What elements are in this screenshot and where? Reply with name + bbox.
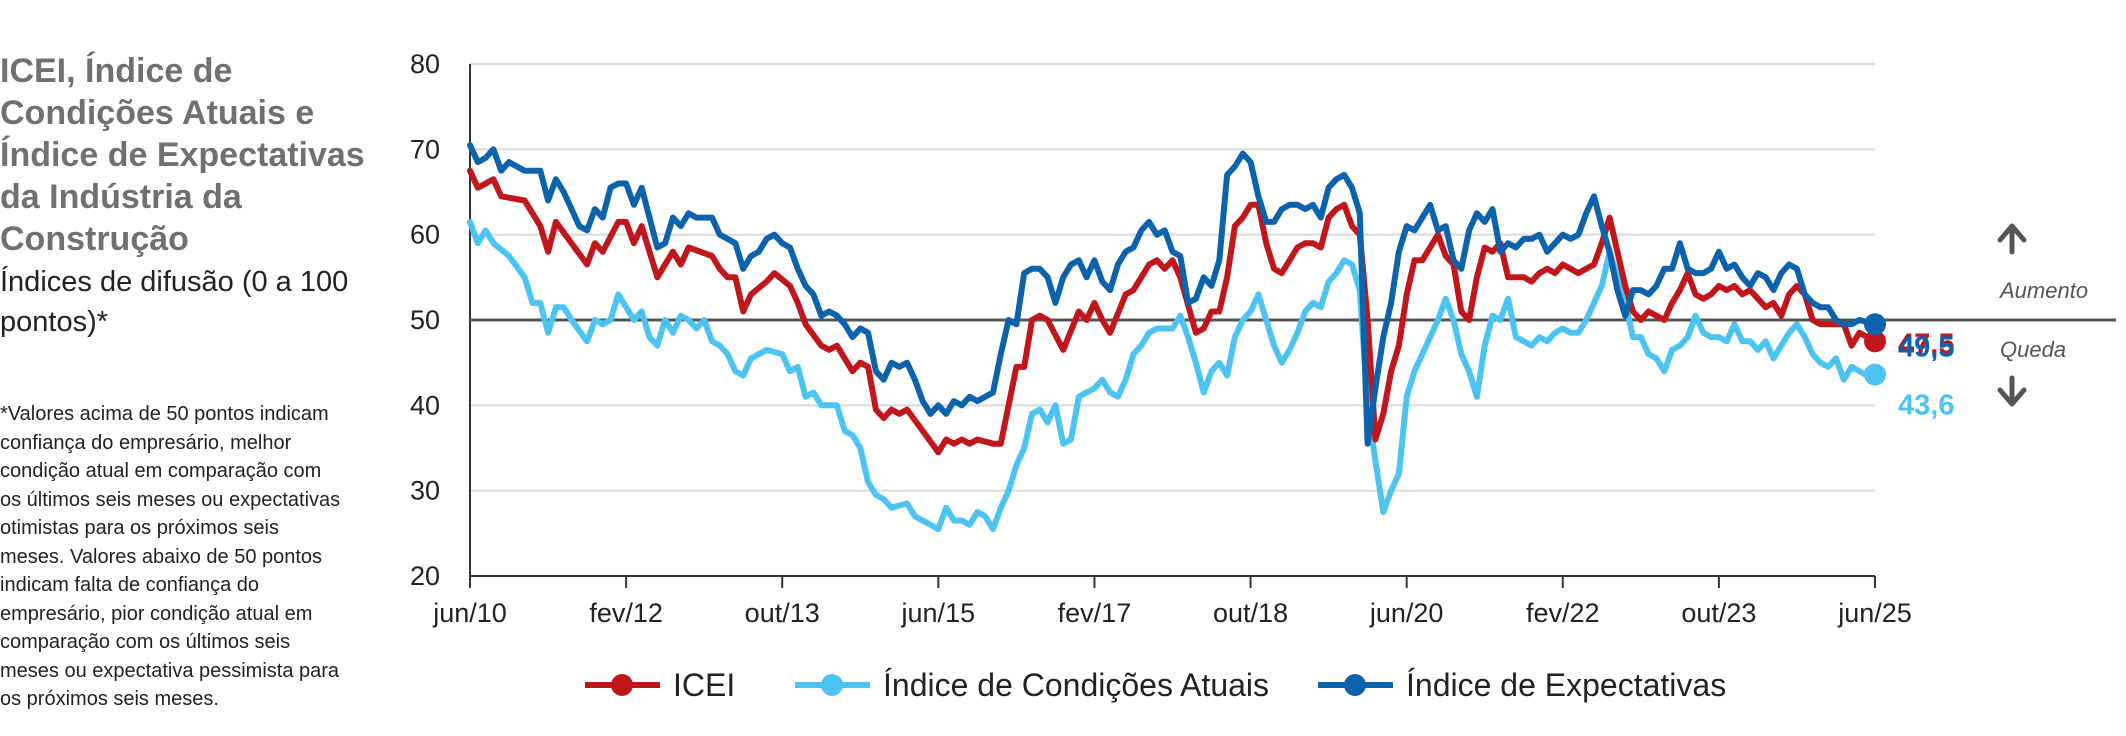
y-tick-label: 80 (410, 49, 440, 79)
end-marker-0 (1864, 330, 1886, 353)
legend-entry-label: ICEI (673, 667, 735, 703)
x-tick-label: jun/10 (432, 598, 507, 628)
x-tick-label: out/18 (1213, 598, 1288, 628)
y-tick-label: 50 (410, 305, 440, 335)
series-line-2 (467, 142, 1878, 447)
legend-swatch-marker (1344, 674, 1366, 696)
end-marker-1 (1864, 363, 1886, 386)
end-marker-2 (1864, 313, 1886, 336)
end-value-label: 49,5 (1898, 331, 1954, 363)
end-value-label: 43,6 (1898, 390, 1954, 422)
series-layer (467, 142, 1886, 533)
x-tick-label: jun/20 (1369, 598, 1444, 628)
aumento-label: Aumento (1998, 278, 2088, 303)
series-line-0 (467, 167, 1878, 456)
trend-annotations: Aumento Queda (1997, 223, 2088, 407)
x-tick-label: out/13 (745, 598, 820, 628)
x-tick-label: fev/12 (589, 598, 663, 628)
y-tick-label: 20 (410, 561, 440, 591)
legend: ICEI Índice de Condições Atuais Índice de … (585, 667, 1726, 703)
y-axis: 20 30 40 50 60 70 80 (410, 49, 471, 591)
series-line-1 (467, 218, 1878, 533)
chart-subtitle: Índices de difusão (0 a 100 pontos)* (0, 266, 349, 338)
end-value-label: 47,5 (1898, 328, 1954, 360)
x-tick-label: out/23 (1681, 598, 1756, 628)
legend-swatch-marker (821, 674, 843, 696)
y-tick-label: 30 (410, 476, 440, 506)
x-tick-label: jun/25 (1837, 598, 1912, 628)
legend-swatch-marker (611, 674, 633, 696)
x-tick-label: jun/15 (901, 598, 976, 628)
legend-entry-label: Índice de Expectativas (1406, 667, 1726, 703)
chart-title: ICEI, Índice de Condições Atuais e Índic… (0, 52, 365, 258)
x-axis: jun/10 fev/12 out/13 jun/15 fev/17 out/18 jun/… (432, 575, 1912, 628)
queda-label: Queda (2000, 337, 2066, 362)
x-tick-label: fev/22 (1526, 598, 1600, 628)
x-tick-label: fev/17 (1058, 598, 1132, 628)
y-tick-label: 40 (410, 390, 440, 420)
end-labels: 47,5 43,6 49,5 (1898, 328, 1954, 421)
y-tick-label: 70 (410, 134, 440, 164)
legend-entry-label: Índice de Condições Atuais (883, 667, 1269, 703)
arrow-up-icon (1997, 223, 2027, 255)
y-tick-label: 60 (410, 220, 440, 250)
chart-footnote: *Valores acima de 50 pontos indicam conf… (0, 403, 341, 710)
arrow-down-icon (1997, 375, 2027, 407)
